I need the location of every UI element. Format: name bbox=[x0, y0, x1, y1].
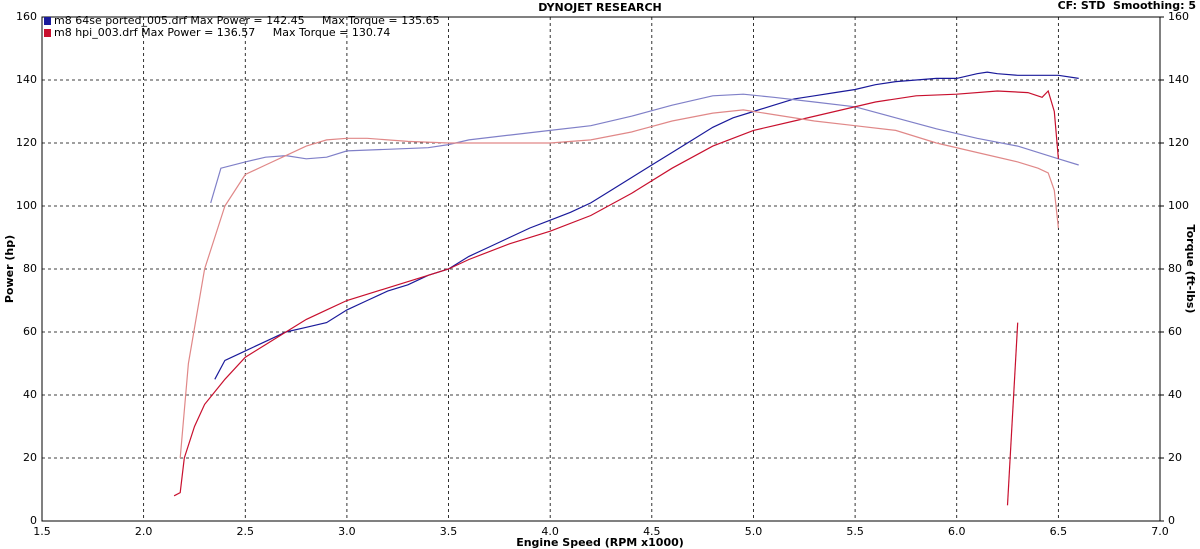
x-tick-label: 6.5 bbox=[1050, 525, 1068, 538]
y-tick-label: 160 bbox=[16, 10, 37, 23]
y-tick-label: 100 bbox=[16, 199, 37, 212]
legend-label: m8 64se ported_005.drf Max Power = 142.4… bbox=[54, 14, 440, 27]
series-line bbox=[1006, 322, 1019, 506]
y2-tick-label: 40 bbox=[1168, 388, 1182, 401]
x-tick-label: 1.5 bbox=[33, 525, 51, 538]
chart-title: DYNOJET RESEARCH bbox=[538, 1, 661, 14]
x-tick-label: 4.0 bbox=[541, 525, 559, 538]
y2-tick-label: 120 bbox=[1168, 136, 1189, 149]
series-line bbox=[214, 71, 1079, 380]
y2-tick-label: 0 bbox=[1168, 514, 1175, 527]
x-tick-label: 3.0 bbox=[338, 525, 356, 538]
chart-subtitle: CF: STD Smoothing: 5 bbox=[1058, 0, 1196, 12]
x-tick-label: 3.5 bbox=[440, 525, 458, 538]
x-tick-label: 7.0 bbox=[1151, 525, 1169, 538]
x-tick-label: 6.0 bbox=[948, 525, 966, 538]
x-tick-label: 4.5 bbox=[643, 525, 661, 538]
y-tick-label: 0 bbox=[30, 514, 37, 527]
y-tick-label: 20 bbox=[23, 451, 37, 464]
y2-tick-label: 140 bbox=[1168, 73, 1189, 86]
plot-frame bbox=[41, 16, 1161, 522]
y2-tick-label: 20 bbox=[1168, 451, 1182, 464]
legend-label: m8 hpi_003.drf Max Power = 136.57 Max To… bbox=[54, 26, 390, 39]
x-tick-label: 2.0 bbox=[135, 525, 153, 538]
x-tick-label: 2.5 bbox=[237, 525, 255, 538]
series-line bbox=[210, 93, 1079, 204]
legend-swatch bbox=[44, 17, 51, 25]
series-line bbox=[179, 109, 1059, 459]
y-tick-label: 80 bbox=[23, 262, 37, 275]
legend-swatch bbox=[44, 29, 51, 37]
x-tick-label: 5.0 bbox=[745, 525, 763, 538]
y-axis-title: Power (hp) bbox=[3, 235, 16, 303]
x-tick-label: 5.5 bbox=[846, 525, 864, 538]
y2-tick-label: 60 bbox=[1168, 325, 1182, 338]
y-tick-label: 140 bbox=[16, 73, 37, 86]
y2-axis-title: Torque (ft-lbs) bbox=[1184, 225, 1197, 314]
series-line bbox=[173, 89, 1059, 497]
x-axis-title: Engine Speed (RPM x1000) bbox=[516, 536, 684, 549]
y2-tick-label: 100 bbox=[1168, 199, 1189, 212]
y-tick-label: 120 bbox=[16, 136, 37, 149]
y-tick-label: 40 bbox=[23, 388, 37, 401]
y-tick-label: 60 bbox=[23, 325, 37, 338]
y2-tick-label: 160 bbox=[1168, 10, 1189, 23]
y2-tick-label: 80 bbox=[1168, 262, 1182, 275]
